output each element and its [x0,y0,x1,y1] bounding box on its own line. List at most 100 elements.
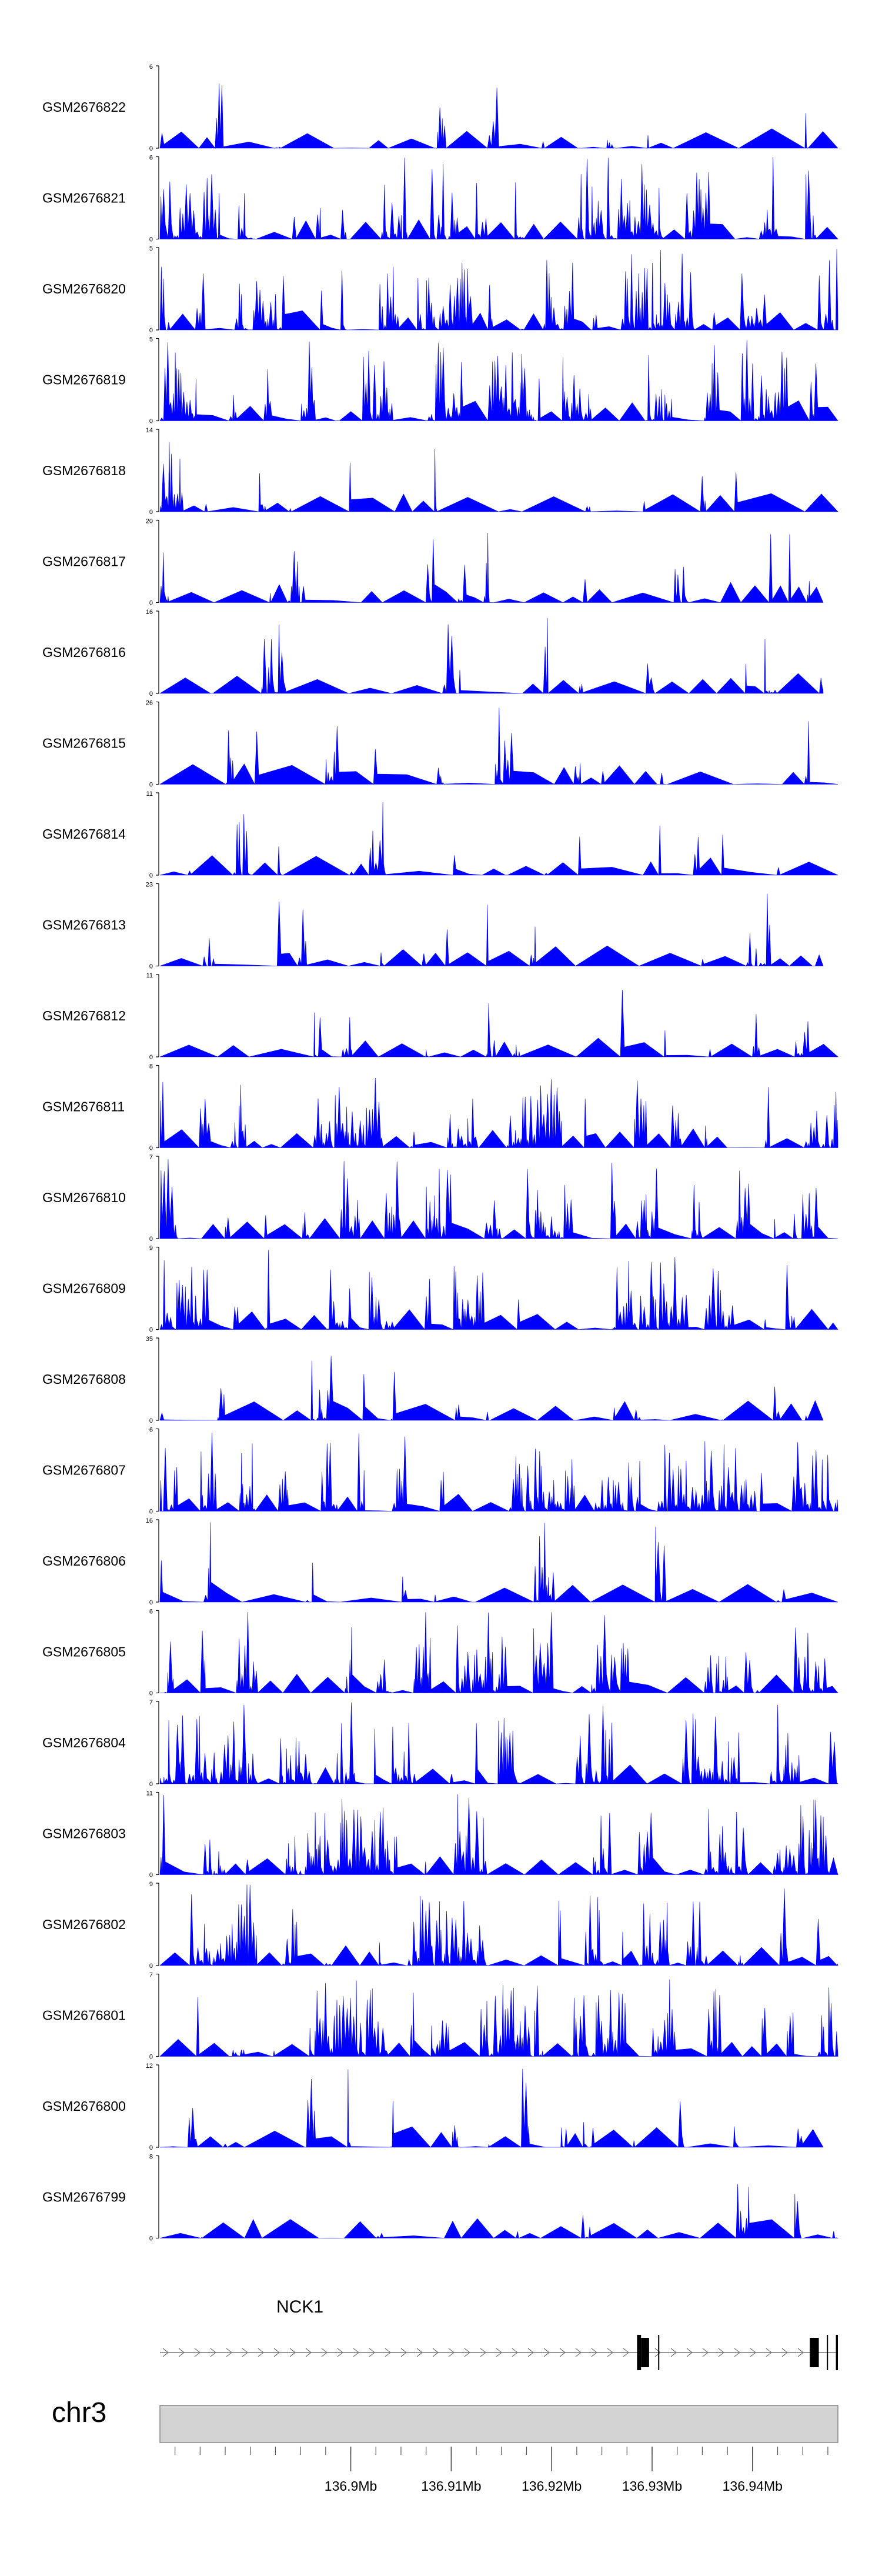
strand-arrow [702,2348,709,2357]
y-min-label: 0 [149,600,153,607]
strand-arrow [353,2348,360,2357]
strand-arrow [289,2348,296,2357]
coverage-track: GSM2676808 35 0 [42,1336,824,1424]
y-min-label: 0 [149,1145,153,1152]
gene-exon [658,2335,660,2370]
strand-arrow [575,2348,582,2357]
coverage-track: GSM2676822 6 0 [42,64,838,152]
y-max-label: 6 [149,1427,153,1434]
track-label: GSM2676818 [42,463,126,478]
coverage-track: GSM2676821 6 0 [42,155,838,243]
coverage-track: GSM2676807 6 0 [42,1427,838,1516]
strand-arrow [337,2348,344,2357]
strand-arrow [305,2348,312,2357]
gene-exon [641,2338,649,2367]
y-min-label: 0 [149,1054,153,1061]
y-min-label: 0 [149,963,153,970]
y-min-label: 0 [149,145,153,152]
track-label: GSM2676799 [42,2190,126,2205]
gene-label: NCK1 [276,2297,323,2317]
track-label: GSM2676801 [42,2008,126,2023]
coverage-track: GSM2676801 7 0 [42,1972,838,2061]
y-max-label: 26 [146,700,153,707]
y-max-label: 16 [146,1517,153,1524]
y-min-label: 0 [149,418,153,425]
coverage-tracks: GSM267682260GSM267682160GSM267682050GSM2… [42,64,838,2243]
coverage-area [159,618,824,694]
coverage-track: GSM2676806 16 0 [42,1517,838,1606]
strand-arrow [607,2348,614,2357]
coverage-track: GSM2676803 11 0 [42,1790,838,1879]
strand-arrow [464,2348,471,2357]
coverage-area [159,1250,838,1330]
track-label: GSM2676809 [42,1281,126,1296]
strand-arrow [686,2348,693,2357]
track-label: GSM2676815 [42,736,126,751]
track-label: GSM2676804 [42,1735,126,1750]
coverage-area [159,708,838,785]
y-max-label: 12 [146,2063,153,2070]
y-min-label: 0 [149,236,153,243]
x-tick-label: 136.92Mb [522,2478,582,2494]
y-max-label: 5 [149,245,153,252]
strand-arrow [448,2348,455,2357]
strand-arrow [258,2348,265,2357]
track-label: GSM2676806 [42,1553,126,1569]
strand-arrow [670,2348,677,2357]
y-min-label: 0 [149,1509,153,1516]
coverage-area [159,1794,838,1876]
coverage-area [159,1884,838,1966]
strand-arrow [178,2348,185,2357]
strand-arrow [400,2348,407,2357]
y-max-label: 5 [149,336,153,343]
y-min-label: 0 [149,872,153,879]
coverage-track: GSM2676812 11 0 [42,972,838,1061]
coverage-track: GSM2676811 8 0 [42,1063,838,1152]
y-min-label: 0 [149,782,153,789]
coverage-area [159,1077,838,1149]
strand-arrow [512,2348,519,2357]
strand-arrow [781,2348,789,2357]
y-max-label: 9 [149,1245,153,1252]
coverage-area [159,340,838,422]
track-label: GSM2676816 [42,645,126,660]
x-tick-label: 136.93Mb [622,2478,682,2494]
y-max-label: 11 [146,1790,153,1797]
strand-arrow [750,2348,757,2357]
y-min-label: 0 [149,1417,153,1424]
y-min-label: 0 [149,690,153,698]
strand-arrow [496,2348,503,2357]
track-label: GSM2676811 [42,1099,125,1115]
track-label: GSM2676813 [42,917,126,933]
y-min-label: 0 [149,1236,153,1243]
strand-arrow [162,2348,169,2357]
track-label: GSM2676812 [42,1008,126,1023]
coverage-track: GSM2676814 11 0 [42,790,838,879]
y-max-label: 8 [149,2154,153,2161]
coverage-area [159,156,838,240]
gene-track: NCK1 [160,2297,838,2370]
y-max-label: 11 [146,790,153,798]
coverage-area [159,1611,838,1694]
coverage-track: GSM2676819 5 0 [42,336,838,425]
y-min-label: 0 [149,2235,153,2243]
y-max-label: 9 [149,1881,153,1888]
strand-arrow [527,2348,534,2357]
y-min-label: 0 [149,1690,153,1697]
coverage-area [159,83,838,149]
strand-arrow [226,2348,233,2357]
y-min-label: 0 [149,327,153,334]
y-max-label: 16 [146,609,153,616]
y-min-label: 0 [149,1599,153,1606]
strand-arrow [480,2348,487,2357]
strand-arrow [321,2348,328,2357]
y-min-label: 0 [149,2054,153,2061]
strand-arrow [242,2348,249,2357]
y-min-label: 0 [149,509,153,516]
y-max-label: 6 [149,155,153,162]
y-min-label: 0 [149,1781,153,1788]
strand-arrow [385,2348,392,2357]
strand-arrow [273,2348,280,2357]
track-label: GSM2676807 [42,1463,126,1478]
y-max-label: 6 [149,1609,153,1616]
